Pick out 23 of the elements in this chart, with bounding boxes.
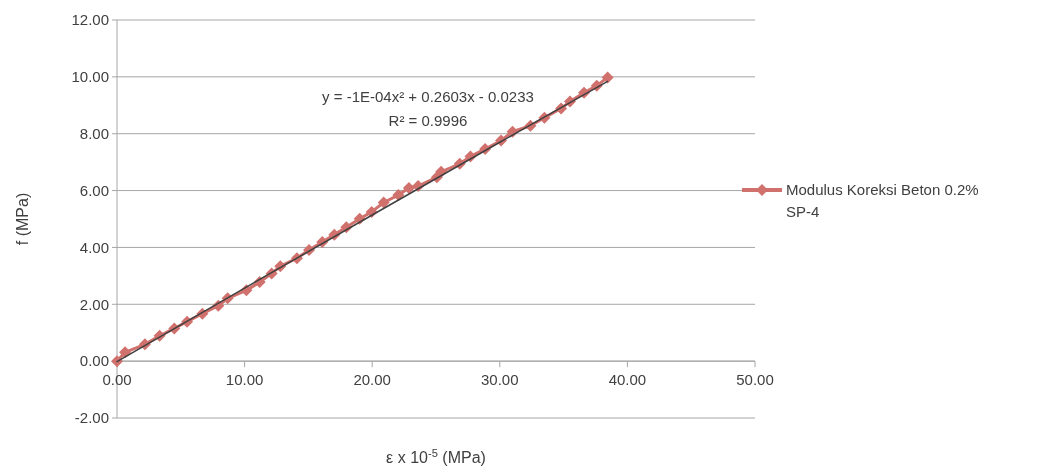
- y-tick-label: 4.00: [79, 238, 109, 256]
- x-tick-label: 40.00: [608, 371, 647, 389]
- y-tick-label: -2.00: [74, 409, 109, 427]
- x-tick-label: 10.00: [225, 371, 264, 389]
- point: [601, 71, 614, 84]
- annotation: R² = 0.9996: [388, 112, 468, 129]
- x-tick-label: 50.00: [736, 371, 774, 389]
- x-tick-label: 20.00: [353, 371, 391, 389]
- point: [377, 196, 390, 209]
- y-tick-label: 8.00: [79, 124, 109, 142]
- annotation: y = -1E-04x² + 0.2603x - 0.0233: [322, 88, 534, 105]
- x-tick-label: 0.00: [102, 371, 132, 389]
- y-axis-title: f (MPa): [14, 192, 31, 246]
- point: [402, 182, 415, 195]
- y-tick-label: 12.00: [71, 11, 109, 29]
- y-tick-label: 2.00: [79, 295, 109, 313]
- x-tick-label: 30.00: [481, 371, 519, 389]
- point: [392, 189, 405, 202]
- x-axis-title: ε x 10$^{-5}$ (MPa): [386, 447, 486, 466]
- y-tick-label: 6.00: [79, 181, 109, 199]
- y-tick-label: 10.00: [71, 68, 109, 86]
- y-tick-label: 0.00: [79, 352, 109, 370]
- legend-label: Modulus Koreksi Beton 0.2% SP-4: [786, 181, 979, 221]
